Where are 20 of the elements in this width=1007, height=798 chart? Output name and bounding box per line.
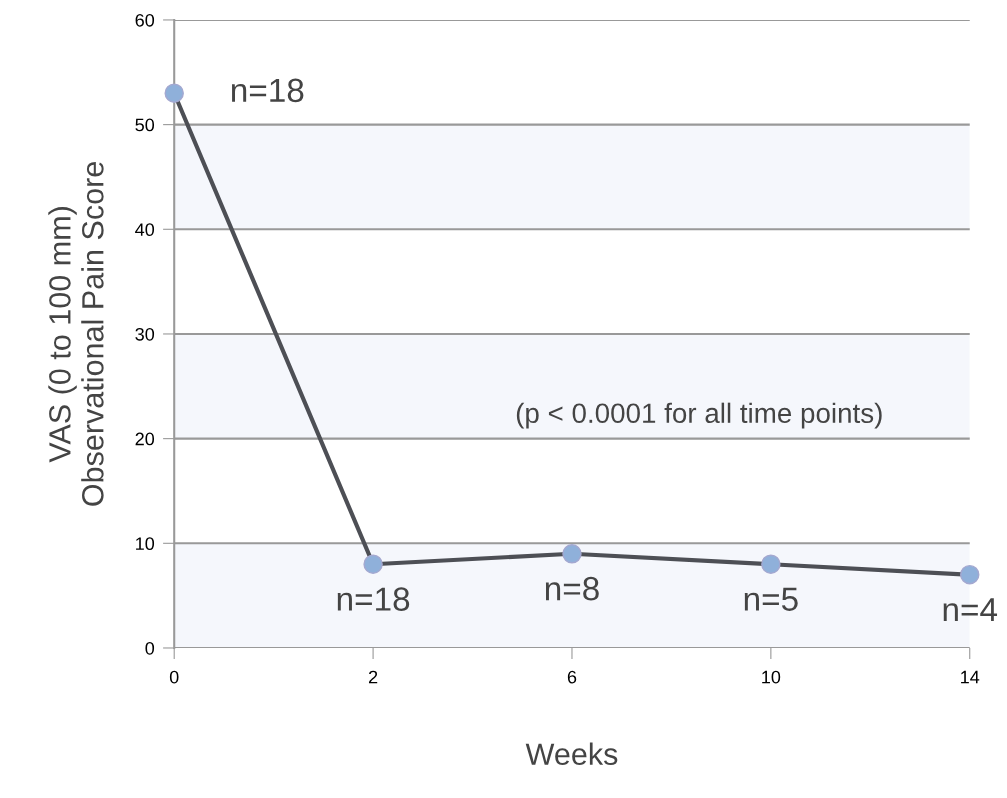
x-tick-label: 10	[762, 670, 781, 684]
y-tick-label: 40	[135, 223, 155, 237]
x-tick-label: 2	[368, 670, 378, 684]
y-tick-label: 20	[135, 432, 155, 446]
y-axis-title: VAS (0 to 100 mm) Observational Pain Score	[48, 162, 104, 506]
annotation: n=18	[231, 78, 304, 103]
x-axis-title: Weeks	[525, 742, 618, 766]
x-tick-label: 6	[567, 670, 577, 684]
y-tick-label: 0	[145, 641, 155, 655]
y-tick-label: 30	[135, 327, 155, 341]
annotation: n=18	[337, 587, 410, 611]
y-tick-label: 50	[135, 118, 155, 132]
annotation: n=5	[744, 587, 798, 611]
annotation: (p < 0.0001 for all time points)	[516, 402, 882, 429]
x-tick-label: 14	[961, 670, 980, 684]
annotation: n=8	[545, 576, 599, 601]
annotation: n=4	[943, 598, 998, 622]
x-tick-label: 0	[169, 670, 179, 684]
y-tick-label: 10	[136, 537, 155, 551]
y-tick-label: 60	[135, 13, 155, 27]
